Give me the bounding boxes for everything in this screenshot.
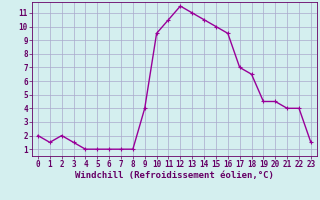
X-axis label: Windchill (Refroidissement éolien,°C): Windchill (Refroidissement éolien,°C): [75, 171, 274, 180]
